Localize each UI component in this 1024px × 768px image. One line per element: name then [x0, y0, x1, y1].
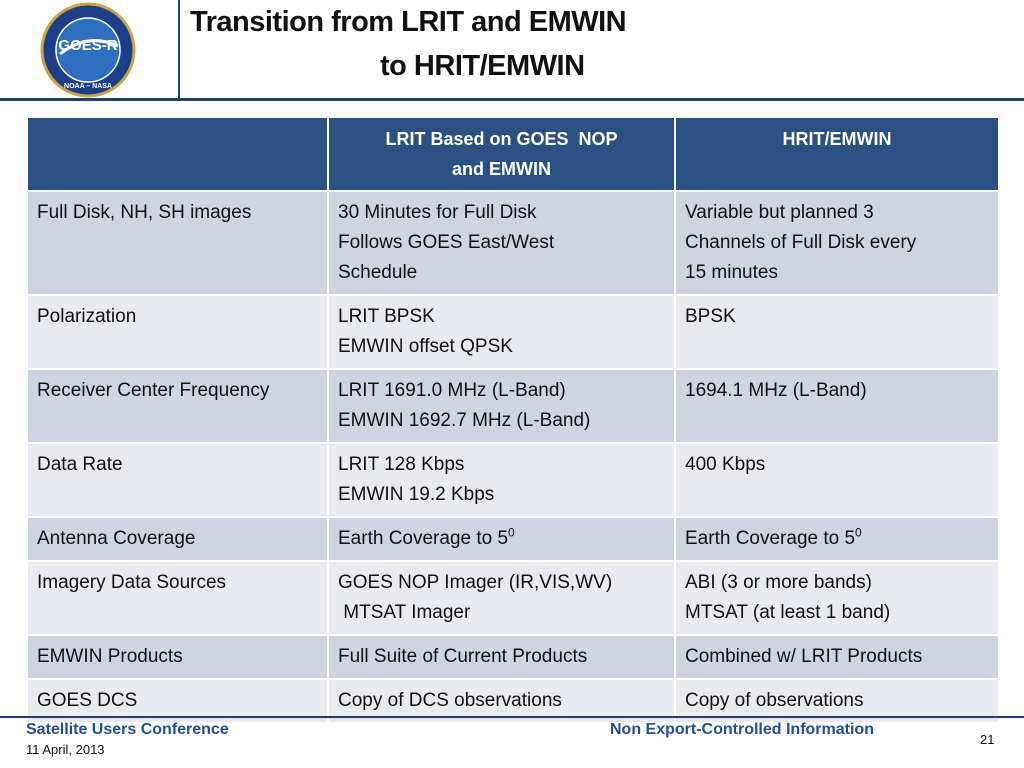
cell-line: Combined w/ LRIT Products: [685, 646, 923, 667]
divider: [178, 0, 180, 100]
table-cell: Full Disk, NH, SH images: [26, 190, 329, 296]
cell-line: Full Suite of Current Products: [338, 646, 588, 667]
cell-line: GOES DCS: [37, 690, 138, 711]
cell-line: Imagery Data Sources: [37, 572, 227, 593]
table-cell: Full Suite of Current Products: [327, 634, 676, 680]
cell-line: Variable but planned 3: [685, 202, 874, 223]
cell-line: Antenna Coverage: [37, 528, 196, 549]
table-cell: 400 Kbps: [674, 442, 1000, 518]
title: Transition from LRIT and EMWIN: [190, 6, 627, 38]
footer-date: 11 April, 2013: [26, 742, 105, 757]
table-cell: Imagery Data Sources: [26, 560, 329, 636]
table-row: Receiver Center Frequency LRIT 1691.0 MHz…: [26, 368, 1000, 444]
cell-line: EMWIN offset QPSK: [338, 336, 513, 357]
table-cell: Polarization: [26, 294, 329, 370]
cell-line: ABI (3 or more bands): [685, 572, 872, 593]
cell-line: GOES NOP Imager (IR,VIS,WV): [338, 572, 613, 593]
cell-text: Earth Coverage to 5: [685, 528, 856, 549]
header-cell: LRIT Based on GOES NOP and EMWIN: [327, 116, 676, 192]
cell-line: 400 Kbps: [685, 454, 766, 475]
cell-line: EMWIN Products: [37, 646, 183, 667]
cell-line: HRIT/EMWIN: [782, 129, 892, 149]
cell-line: MTSAT Imager: [338, 602, 471, 623]
table-cell: 1694.1 MHz (L-Band): [674, 368, 1000, 444]
rule: [0, 98, 1024, 101]
superscript: 0: [508, 525, 515, 540]
table-row: Full Disk, NH, SH images 30 Minutes for F…: [26, 190, 1000, 296]
cell-line: LRIT Based on GOES NOP: [385, 129, 618, 149]
footer-conference: Satellite Users Conference: [26, 721, 229, 738]
table-row: Imagery Data Sources GOES NOP Imager (IR,…: [26, 560, 1000, 636]
cell-line: Copy of DCS observations: [338, 690, 562, 711]
logo: GOES-R NOAA – NASA: [40, 2, 136, 98]
header-row: LRIT Based on GOES NOP and EMWIN HRIT/EMWI…: [26, 116, 1000, 192]
cell-line: Polarization: [37, 306, 137, 327]
cell-line: Follows GOES East/West: [338, 232, 555, 253]
cell-line: EMWIN 19.2 Kbps: [338, 484, 495, 505]
table-cell: ABI (3 or more bands) MTSAT (at least 1 b…: [674, 560, 1000, 636]
table-cell: Combined w/ LRIT Products: [674, 634, 1000, 680]
logo-text: GOES-R: [58, 37, 117, 54]
table-cell: GOES NOP Imager (IR,VIS,WV) MTSAT Imager: [327, 560, 676, 636]
header-cell: HRIT/EMWIN: [674, 116, 1000, 192]
rule: [0, 716, 1024, 718]
cell-line: and EMWIN: [452, 159, 551, 179]
cell-line: 1694.1 MHz (L-Band): [685, 380, 867, 401]
table-cell: Earth Coverage to 50: [327, 516, 676, 562]
cell-line: Copy of observations: [685, 690, 864, 711]
table-cell: Earth Coverage to 50: [674, 516, 1000, 562]
table-row: Polarization LRIT BPSK EMWIN offset QPSK BP…: [26, 294, 1000, 370]
cell-line: Channels of Full Disk every: [685, 232, 917, 253]
table-cell: LRIT 1691.0 MHz (L-Band) EMWIN 1692.7 MHz…: [327, 368, 676, 444]
table-cell: Variable but planned 3 Channels of Full D…: [674, 190, 1000, 296]
table-cell: Receiver Center Frequency: [26, 368, 329, 444]
table-cell: EMWIN Products: [26, 634, 329, 680]
title: to HRIT/EMWIN: [380, 50, 585, 82]
cell-text: Earth Coverage to 5: [338, 528, 509, 549]
page-number: 21: [980, 732, 995, 747]
cell-line: BPSK: [685, 306, 736, 327]
table-cell: LRIT 128 Kbps EMWIN 19.2 Kbps: [327, 442, 676, 518]
table-row: EMWIN Products Full Suite of Current Prod…: [26, 634, 1000, 680]
cell-line: LRIT 1691.0 MHz (L-Band): [338, 380, 566, 401]
table-cell: LRIT BPSK EMWIN offset QPSK: [327, 294, 676, 370]
table-cell: Data Rate: [26, 442, 329, 518]
cell-line: Schedule: [338, 262, 418, 283]
superscript: 0: [855, 525, 862, 540]
cell-line: MTSAT (at least 1 band): [685, 602, 891, 623]
table-row: Data Rate LRIT 128 Kbps EMWIN 19.2 Kbps 400…: [26, 442, 1000, 518]
header-cell: [26, 116, 329, 192]
logo-subtext: NOAA – NASA: [64, 83, 112, 90]
cell-line: Full Disk, NH, SH images: [37, 202, 252, 223]
cell-line: Data Rate: [37, 454, 123, 475]
table-cell: 30 Minutes for Full Disk Follows GOES Eas…: [327, 190, 676, 296]
table: LRIT Based on GOES NOP and EMWIN HRIT/EMWI…: [26, 116, 1000, 724]
table-cell: Antenna Coverage: [26, 516, 329, 562]
cell-line: LRIT 128 Kbps: [338, 454, 465, 475]
cell-line: 15 minutes: [685, 262, 778, 283]
cell-line: LRIT BPSK: [338, 306, 435, 327]
footer-notice: Non Export-Controlled Information: [610, 721, 874, 738]
cell-line: EMWIN 1692.7 MHz (L-Band): [338, 410, 591, 431]
table-cell: BPSK: [674, 294, 1000, 370]
cell-line: Receiver Center Frequency: [37, 380, 270, 401]
table-row: Antenna Coverage Earth Coverage to 50 Eart…: [26, 516, 1000, 562]
cell-line: 30 Minutes for Full Disk: [338, 202, 537, 223]
